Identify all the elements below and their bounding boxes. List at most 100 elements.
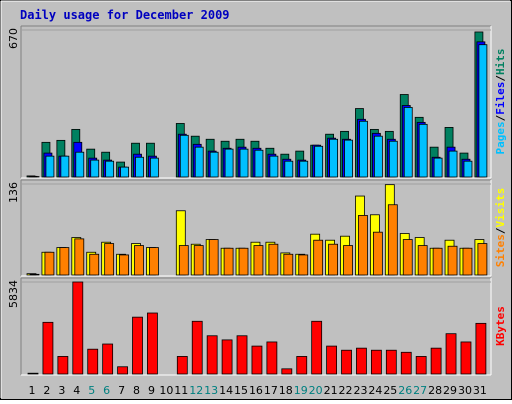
x-tick-label: 9 xyxy=(148,384,155,397)
bar xyxy=(103,344,113,374)
bar xyxy=(416,356,426,374)
legend: KBytes xyxy=(494,306,507,346)
x-tick-label: 2 xyxy=(43,384,50,397)
legend: Pages/Files/Hits xyxy=(494,49,507,155)
bar xyxy=(210,152,218,177)
bar xyxy=(222,340,232,374)
bar xyxy=(121,167,129,177)
bar xyxy=(431,348,441,374)
bar xyxy=(135,246,144,275)
x-tick-label: 10 xyxy=(159,384,173,397)
bar xyxy=(76,152,84,177)
x-tick-label: 17 xyxy=(264,384,278,397)
bar xyxy=(461,342,471,374)
bar xyxy=(356,348,366,374)
x-tick-label: 4 xyxy=(73,384,80,397)
bar xyxy=(464,161,472,177)
bar xyxy=(120,255,129,275)
bar xyxy=(45,252,54,275)
bar xyxy=(269,244,278,275)
bar xyxy=(434,158,442,177)
x-tick-label: 13 xyxy=(204,384,218,397)
chart-title: Daily usage for December 2009 xyxy=(20,8,230,22)
bar xyxy=(476,323,486,374)
bar xyxy=(478,244,487,275)
x-tick-label: 27 xyxy=(413,384,427,397)
bar xyxy=(73,282,83,374)
bar xyxy=(192,321,202,374)
bar xyxy=(194,246,203,275)
bar xyxy=(239,248,248,275)
x-tick-label: 28 xyxy=(428,384,442,397)
bar xyxy=(118,367,128,374)
bar xyxy=(358,215,367,275)
bar xyxy=(106,161,114,177)
y-tick-label: 136 xyxy=(7,182,20,203)
x-tick-label: 29 xyxy=(443,384,457,397)
bar xyxy=(43,322,53,374)
bar xyxy=(252,346,262,374)
bar xyxy=(479,45,487,177)
bar xyxy=(224,248,233,275)
bar xyxy=(329,244,338,275)
x-tick-label: 11 xyxy=(174,384,188,397)
bar xyxy=(195,147,203,177)
bar xyxy=(91,160,99,177)
x-tick-label: 25 xyxy=(383,384,397,397)
bar xyxy=(285,161,293,177)
bar xyxy=(404,107,412,177)
bar xyxy=(267,342,277,374)
x-tick-label: 16 xyxy=(249,384,263,397)
y-tick-label: 670 xyxy=(7,28,20,49)
x-tick-label: 26 xyxy=(398,384,412,397)
legend-entry: Hits xyxy=(494,49,507,76)
x-tick-label: 22 xyxy=(339,384,353,397)
bar xyxy=(388,205,397,275)
bar xyxy=(149,248,158,275)
bar xyxy=(300,161,308,177)
bar xyxy=(240,149,248,177)
bar xyxy=(463,248,472,275)
x-tick-label: 31 xyxy=(473,384,487,397)
bar xyxy=(284,254,293,275)
bar xyxy=(255,150,263,177)
x-tick-label: 1 xyxy=(29,384,36,397)
bar xyxy=(315,146,323,177)
x-tick-label: 7 xyxy=(118,384,125,397)
x-tick-label: 5 xyxy=(88,384,95,397)
bar xyxy=(342,350,352,374)
legend-entry: Visits xyxy=(494,188,507,228)
legend-entry: Sites xyxy=(494,234,507,267)
x-tick-label: 18 xyxy=(279,384,293,397)
y-tick-label: 5834 xyxy=(7,280,20,308)
bar xyxy=(147,313,157,374)
x-tick-label: 30 xyxy=(458,384,472,397)
legend-entry: KBytes xyxy=(494,306,507,346)
bar xyxy=(345,140,353,177)
bar xyxy=(207,336,217,374)
bar xyxy=(299,255,308,275)
bar xyxy=(28,373,38,374)
x-tick-label: 6 xyxy=(103,384,110,397)
bar xyxy=(46,156,54,177)
x-tick-label: 14 xyxy=(219,384,233,397)
bar xyxy=(373,232,382,275)
bar xyxy=(105,244,114,275)
x-tick-label: 20 xyxy=(309,384,323,397)
x-tick-label: 21 xyxy=(324,384,338,397)
bar xyxy=(327,346,337,374)
bar xyxy=(446,334,456,374)
x-tick-label: 3 xyxy=(58,384,65,397)
bar xyxy=(237,336,247,374)
bar xyxy=(61,156,69,177)
x-tick-label: 15 xyxy=(234,384,248,397)
bar xyxy=(225,149,233,177)
bar xyxy=(371,350,381,374)
bar xyxy=(60,248,69,275)
bar xyxy=(297,356,307,374)
bar xyxy=(90,254,99,275)
bar xyxy=(177,356,187,374)
bar xyxy=(449,151,457,177)
bar xyxy=(314,240,323,275)
